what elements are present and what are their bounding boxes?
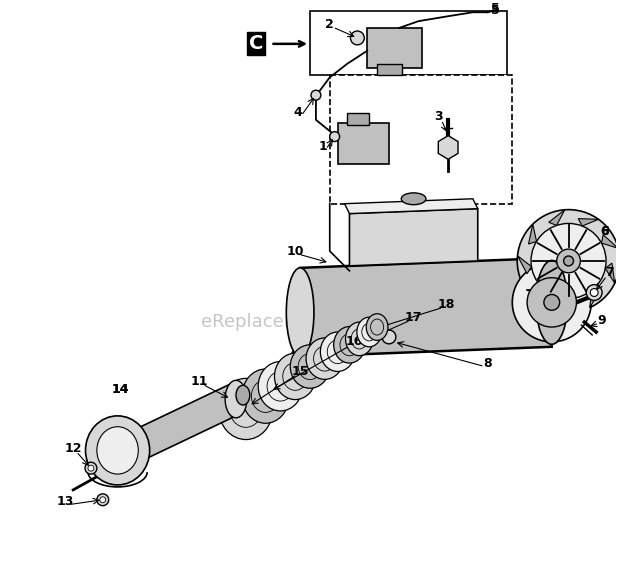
Bar <box>310 11 507 76</box>
Ellipse shape <box>275 353 316 400</box>
Polygon shape <box>300 258 552 357</box>
Circle shape <box>517 210 620 312</box>
Ellipse shape <box>286 268 314 357</box>
Circle shape <box>100 497 106 503</box>
Circle shape <box>311 90 321 100</box>
Text: C: C <box>249 35 263 53</box>
Text: 6: 6 <box>600 225 608 238</box>
Ellipse shape <box>306 338 343 379</box>
Bar <box>338 123 389 164</box>
Bar <box>330 76 512 204</box>
Bar <box>367 28 422 67</box>
Circle shape <box>512 263 591 342</box>
Text: 16: 16 <box>346 335 363 348</box>
Circle shape <box>544 295 560 310</box>
Ellipse shape <box>236 385 250 405</box>
Text: 14: 14 <box>112 383 130 396</box>
Text: 8: 8 <box>484 357 492 370</box>
Polygon shape <box>528 224 536 244</box>
Text: 1: 1 <box>319 140 327 153</box>
Circle shape <box>97 494 108 506</box>
Text: 13: 13 <box>56 495 74 508</box>
Text: 3: 3 <box>434 110 443 124</box>
Circle shape <box>330 132 340 142</box>
Text: 10: 10 <box>286 244 304 258</box>
Circle shape <box>527 278 577 327</box>
Ellipse shape <box>345 322 373 356</box>
Polygon shape <box>133 381 236 465</box>
Ellipse shape <box>290 345 330 389</box>
Circle shape <box>350 31 365 45</box>
Ellipse shape <box>242 369 290 423</box>
Circle shape <box>531 223 606 298</box>
Circle shape <box>590 288 598 297</box>
Circle shape <box>557 249 580 273</box>
Text: 5: 5 <box>491 2 500 15</box>
Text: 15: 15 <box>291 365 309 378</box>
Text: 7: 7 <box>606 266 614 280</box>
Ellipse shape <box>97 427 138 474</box>
Text: C: C <box>249 35 263 53</box>
Polygon shape <box>518 255 531 274</box>
Circle shape <box>85 462 97 474</box>
Circle shape <box>88 465 94 471</box>
Polygon shape <box>601 235 618 248</box>
Text: 17: 17 <box>405 311 422 323</box>
Ellipse shape <box>366 314 388 340</box>
Circle shape <box>382 330 396 344</box>
Polygon shape <box>345 199 478 213</box>
Text: 4: 4 <box>294 107 303 120</box>
Text: eReplacementParts.com: eReplacementParts.com <box>200 313 420 331</box>
Text: 18: 18 <box>438 298 455 311</box>
Polygon shape <box>526 289 545 298</box>
Text: 9: 9 <box>598 314 606 326</box>
Text: 2: 2 <box>326 18 334 30</box>
Bar <box>347 113 369 125</box>
Ellipse shape <box>86 416 149 485</box>
Text: 6: 6 <box>600 225 608 238</box>
Ellipse shape <box>321 332 355 372</box>
Polygon shape <box>549 210 565 226</box>
Text: 12: 12 <box>64 442 82 455</box>
Polygon shape <box>438 135 458 159</box>
Bar <box>377 64 402 76</box>
Ellipse shape <box>225 380 247 418</box>
Polygon shape <box>554 298 574 311</box>
Polygon shape <box>350 209 478 266</box>
Polygon shape <box>590 290 600 308</box>
Ellipse shape <box>401 193 426 205</box>
Ellipse shape <box>357 317 381 347</box>
Ellipse shape <box>219 379 273 440</box>
Circle shape <box>564 256 574 266</box>
Ellipse shape <box>334 326 365 363</box>
Circle shape <box>587 285 602 301</box>
Polygon shape <box>605 263 615 283</box>
Text: 5: 5 <box>491 4 500 17</box>
Ellipse shape <box>258 362 303 411</box>
Polygon shape <box>578 219 598 226</box>
Text: 14: 14 <box>112 383 130 396</box>
Ellipse shape <box>536 260 567 345</box>
Text: 11: 11 <box>191 375 208 388</box>
